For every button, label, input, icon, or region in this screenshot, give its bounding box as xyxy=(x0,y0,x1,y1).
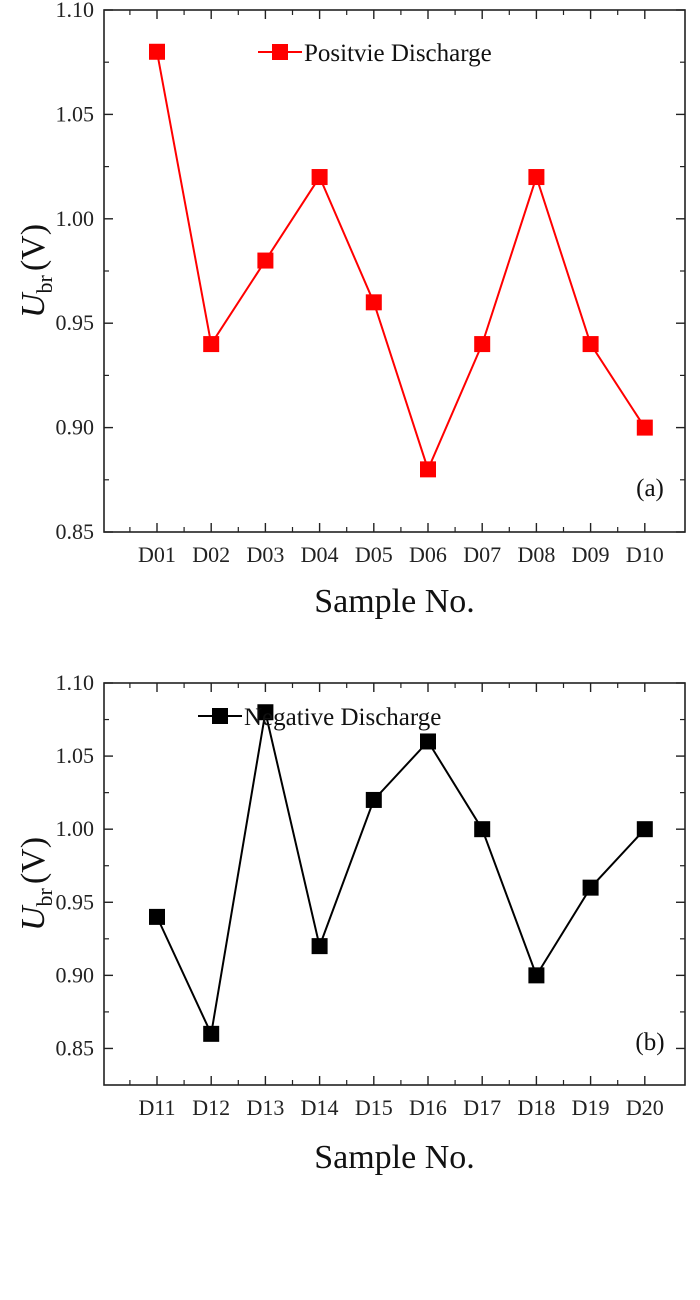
y-axis-symbol: U xyxy=(15,904,52,931)
y-axis-subscript: br xyxy=(32,887,57,906)
x-tick-label: D18 xyxy=(517,1095,555,1120)
y-tick-label: 0.90 xyxy=(56,415,95,440)
data-point-D03 xyxy=(257,252,274,269)
y-tick-label: 1.00 xyxy=(56,816,95,841)
x-tick-label: D08 xyxy=(517,542,555,567)
data-point-D16 xyxy=(420,733,436,750)
legend-label: Positvie Discharge xyxy=(304,40,492,67)
x-tick-label: D15 xyxy=(355,1095,393,1120)
data-point-D18 xyxy=(528,967,545,984)
legend-label: Negative Discharge xyxy=(244,704,441,731)
series-line xyxy=(156,51,646,473)
data-point-D13 xyxy=(257,704,274,721)
x-tick-label: D13 xyxy=(246,1095,284,1120)
data-point-D09 xyxy=(582,336,599,353)
y-tick-label: 1.00 xyxy=(56,206,95,231)
data-point-D01 xyxy=(149,43,165,60)
x-tick-label: D02 xyxy=(192,542,230,567)
data-point-D07 xyxy=(474,336,491,353)
x-tick-label: D16 xyxy=(409,1095,447,1120)
data-point-D15 xyxy=(365,791,382,808)
x-tick-label: D03 xyxy=(246,542,284,567)
x-axis-title: Sample No. xyxy=(314,583,475,620)
x-tick-label: D17 xyxy=(463,1095,501,1120)
data-point-D02 xyxy=(203,336,220,353)
data-point-D12 xyxy=(203,1025,220,1042)
data-point-D04 xyxy=(311,169,328,186)
y-axis-subscript: br xyxy=(32,274,57,293)
panel-label: (b) xyxy=(635,1029,664,1056)
x-tick-label: D06 xyxy=(409,542,447,567)
y-tick-label: 0.90 xyxy=(56,962,95,987)
data-point-D19 xyxy=(582,879,599,896)
data-point-D14 xyxy=(311,938,328,955)
data-point-D20 xyxy=(636,821,653,838)
y-axis-symbol: U xyxy=(15,291,52,318)
legend: Negative Discharge xyxy=(198,704,441,731)
x-tick-label: D19 xyxy=(572,1095,610,1120)
data-point-D11 xyxy=(149,908,165,925)
legend-marker xyxy=(272,44,288,60)
data-point-D05 xyxy=(365,294,382,311)
x-tick-label: D04 xyxy=(301,542,339,567)
y-axis-title: Ubr (V) xyxy=(15,224,57,318)
y-tick-label: 0.85 xyxy=(56,1035,95,1060)
x-tick-label: D07 xyxy=(463,542,501,567)
y-tick-label: 0.95 xyxy=(56,310,95,335)
y-tick-label: 1.05 xyxy=(56,743,95,768)
data-point-D17 xyxy=(474,821,491,838)
x-tick-label: D05 xyxy=(355,542,393,567)
data-point-D06 xyxy=(420,461,436,478)
y-axis-unit: (V) xyxy=(15,837,52,884)
y-tick-label: 0.95 xyxy=(56,889,95,914)
panel-label: (a) xyxy=(636,475,664,502)
y-tick-label: 1.10 xyxy=(56,670,95,695)
x-tick-label: D09 xyxy=(572,542,610,567)
x-tick-label: D11 xyxy=(138,1095,175,1120)
x-tick-label: D14 xyxy=(301,1095,339,1120)
plot-frame xyxy=(103,682,686,1086)
legend: Positvie Discharge xyxy=(258,40,492,67)
chart-panel-a: 0.85 0.90 0.95 1.00 1.05 1.10 D01 D02 D03 D04 D05 D… xyxy=(15,0,686,620)
x-tick-label: D01 xyxy=(138,542,176,567)
series-line xyxy=(156,712,646,1038)
y-axis-title: Ubr (V) xyxy=(15,837,57,931)
x-tick-label: D20 xyxy=(626,1095,664,1120)
y-axis-unit: (V) xyxy=(15,224,52,271)
legend-marker xyxy=(212,708,228,724)
y-tick-label: 1.05 xyxy=(56,101,95,126)
y-tick-label: 0.85 xyxy=(56,519,95,544)
x-tick-label: D10 xyxy=(626,542,664,567)
data-point-D08 xyxy=(528,169,545,186)
y-tick-label: 1.10 xyxy=(56,0,95,22)
plot-frame xyxy=(103,9,686,533)
data-point-D10 xyxy=(636,419,653,436)
chart-panel-b: 0.85 0.90 0.95 1.00 1.05 1.10 D11 D12 D13 D14 D15 D… xyxy=(15,670,686,1176)
x-tick-label: D12 xyxy=(192,1095,230,1120)
x-axis-title: Sample No. xyxy=(314,1139,475,1176)
